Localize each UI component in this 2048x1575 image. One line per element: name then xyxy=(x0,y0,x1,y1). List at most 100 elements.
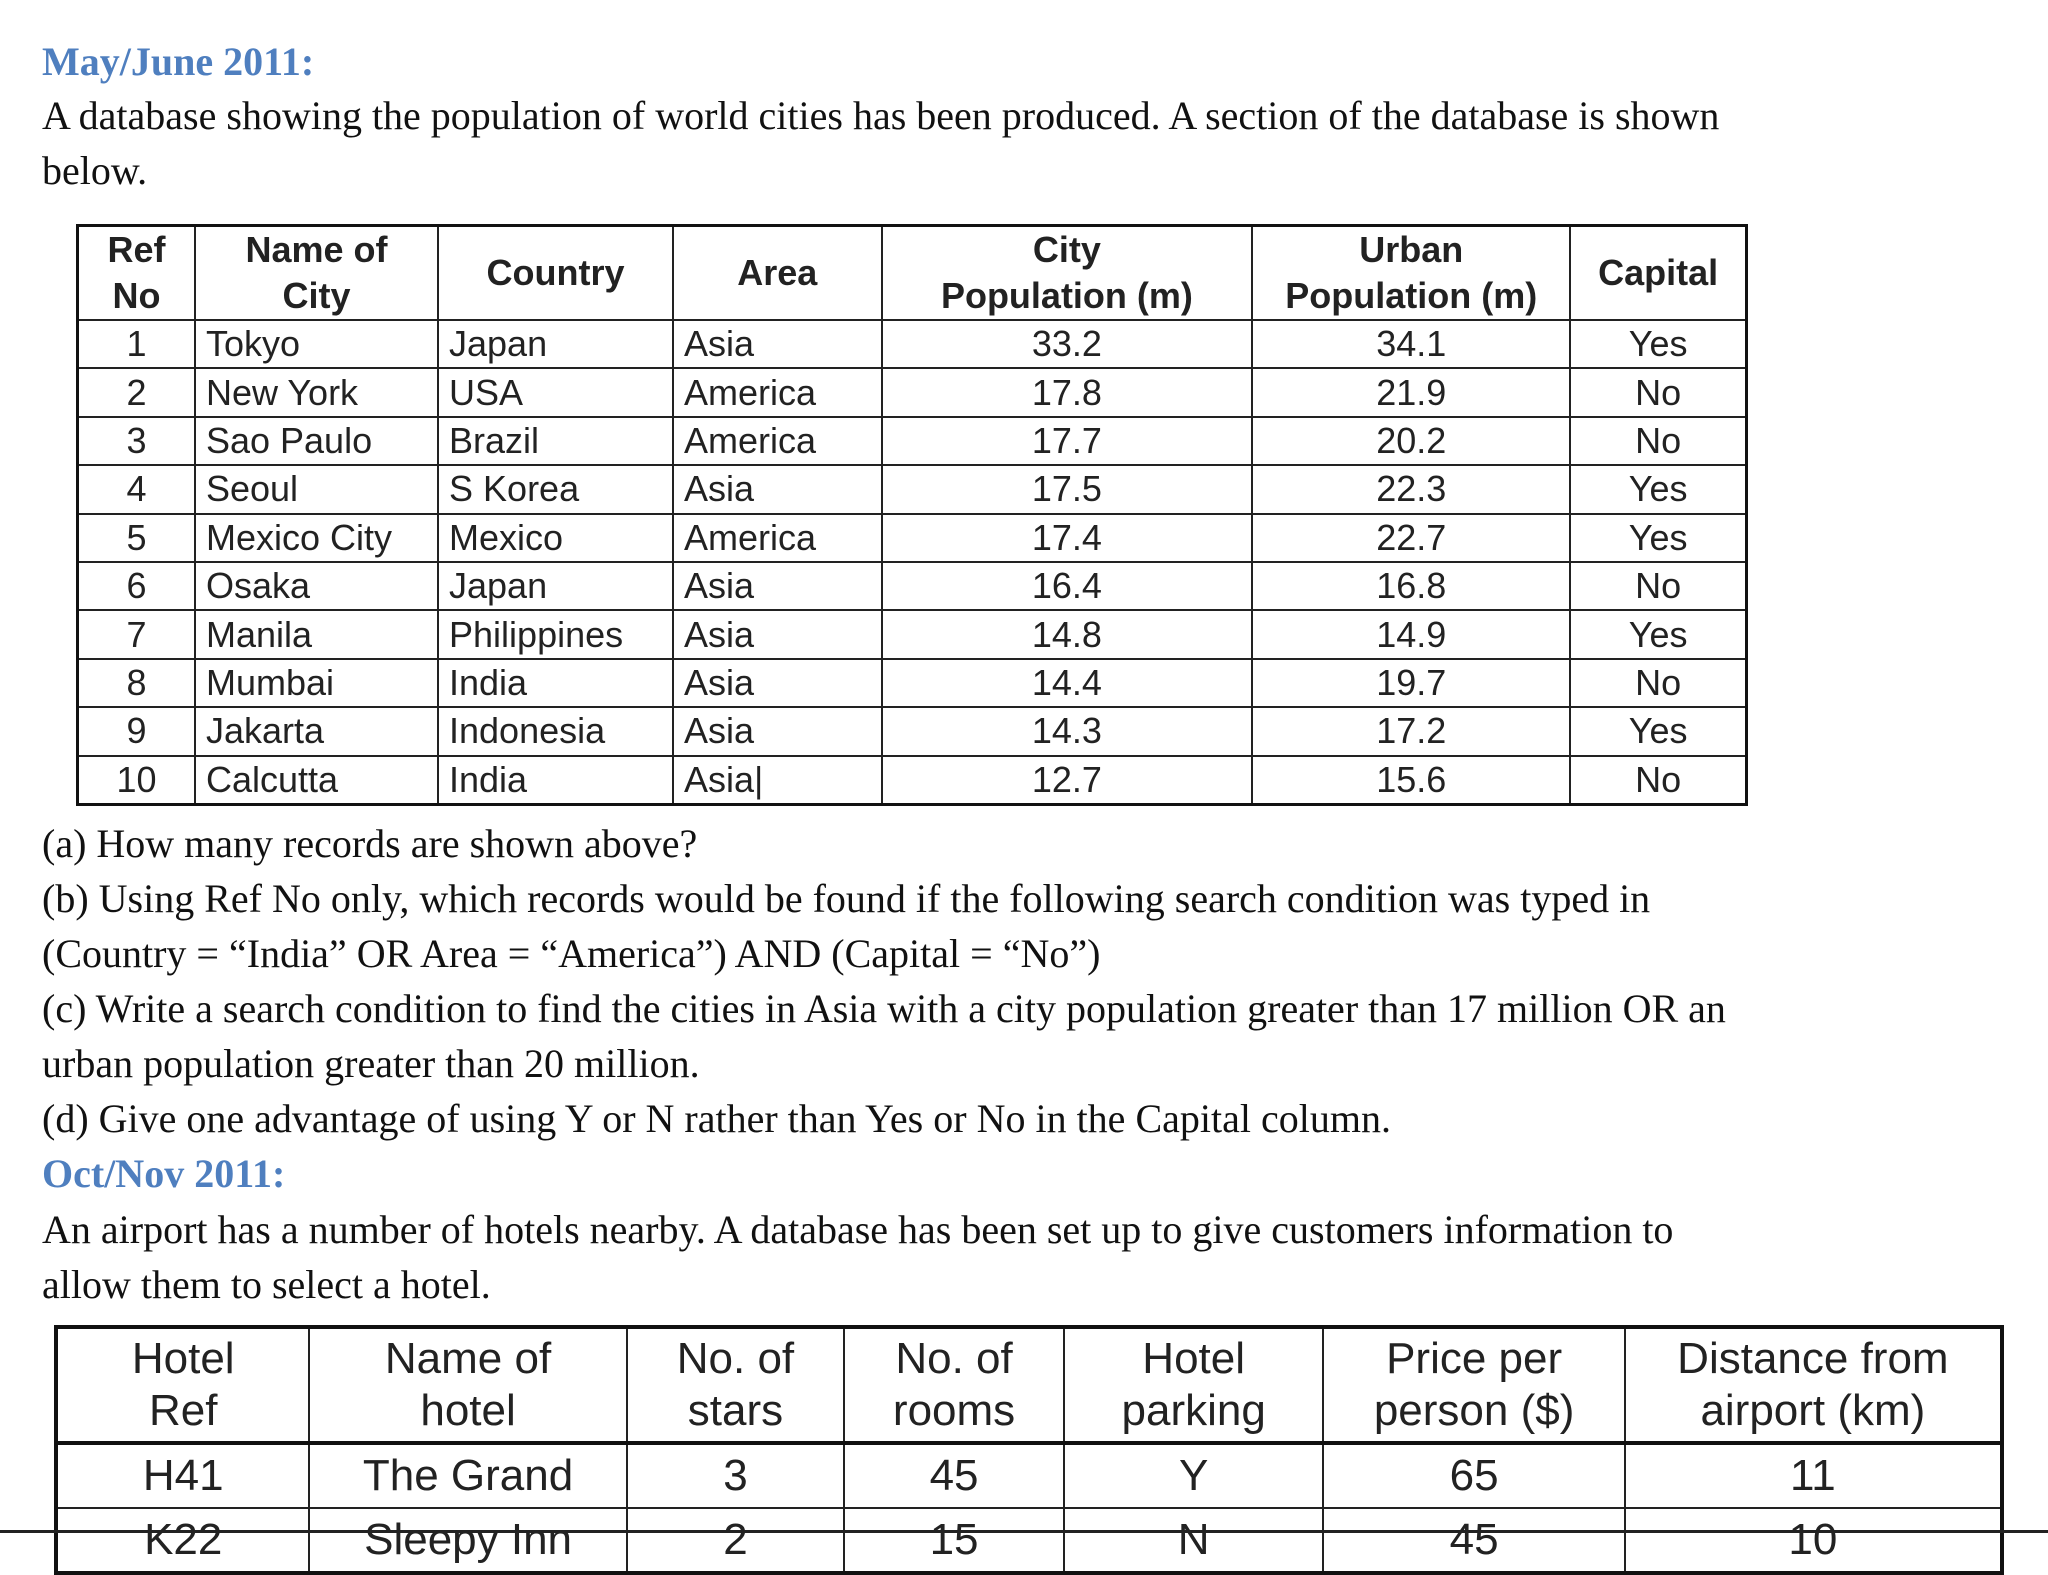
cell-ref: 6 xyxy=(76,560,196,612)
cell-ref: 9 xyxy=(76,706,196,757)
cell-area: America xyxy=(671,512,883,563)
cell-area: Asia xyxy=(671,560,883,612)
cell-stars: 2 xyxy=(625,1507,846,1574)
cell-urban-pop: 21.9 xyxy=(1251,367,1572,418)
cell-capital: Yes xyxy=(1569,512,1748,563)
cell-city: Seoul xyxy=(193,464,440,515)
cell-ref: 1 xyxy=(76,318,196,370)
question-d: (d) Give one advantage of using Y or N r… xyxy=(42,1096,1391,1141)
cell-hotel-ref: K22 xyxy=(54,1507,311,1574)
cell-ref: 10 xyxy=(76,754,196,806)
header-urban-population: Urban Population (m) xyxy=(1251,224,1572,321)
header-hotel-parking: Hotel parking xyxy=(1062,1326,1325,1445)
cell-area: Asia xyxy=(671,318,883,370)
cell-country: India xyxy=(437,754,674,806)
cell-capital: No xyxy=(1569,560,1748,612)
cell-country: India xyxy=(437,657,674,709)
cell-urban-pop: 20.2 xyxy=(1251,415,1572,467)
cell-area: America xyxy=(671,367,883,418)
cell-ref: 3 xyxy=(76,415,196,467)
cell-city: Jakarta xyxy=(193,706,440,757)
question-c-continued: urban population greater than 20 million… xyxy=(42,1041,700,1086)
cell-price: 65 xyxy=(1322,1442,1626,1509)
cell-parking: Y xyxy=(1062,1442,1325,1509)
cell-city: Manila xyxy=(193,609,440,660)
cell-area: Asia xyxy=(671,609,883,660)
question-c: (c) Write a search condition to find the… xyxy=(42,986,1726,1031)
cell-capital: No xyxy=(1569,754,1748,806)
cell-city-pop: 14.4 xyxy=(880,657,1254,709)
cell-city-pop: 33.2 xyxy=(880,318,1254,370)
cell-area: Asia| xyxy=(671,754,883,806)
table-row: K22 Sleepy Inn 2 15 N 45 10 xyxy=(54,1507,2004,1574)
table-row: 4 Seoul S Korea Asia 17.5 22.3 Yes xyxy=(76,464,1748,515)
cell-urban-pop: 19.7 xyxy=(1251,657,1572,709)
cell-city: Mexico City xyxy=(193,512,440,563)
header-capital: Capital xyxy=(1569,224,1748,321)
section1-intro-line2: below. xyxy=(42,148,148,193)
cell-country: Indonesia xyxy=(437,706,674,757)
cell-city: Osaka xyxy=(193,560,440,612)
cell-urban-pop: 22.3 xyxy=(1251,464,1572,515)
table-row: 9 Jakarta Indonesia Asia 14.3 17.2 Yes xyxy=(76,706,1748,757)
header-country: Country xyxy=(437,224,674,321)
cell-city: Calcutta xyxy=(193,754,440,806)
table-row: 8 Mumbai India Asia 14.4 19.7 No xyxy=(76,657,1748,709)
section2-heading: Oct/Nov 2011: xyxy=(42,1151,286,1196)
cell-price: 45 xyxy=(1322,1507,1626,1574)
section2-intro-line2: allow them to select a hotel. xyxy=(42,1262,491,1307)
hotels-table-header-row: Hotel Ref Name of hotel No. of stars No. of… xyxy=(54,1326,2004,1445)
cell-country: Philippines xyxy=(437,609,674,660)
cell-city-pop: 17.8 xyxy=(880,367,1254,418)
cell-city: Mumbai xyxy=(193,657,440,709)
cell-parking: N xyxy=(1062,1507,1325,1574)
header-no-of-rooms: No. of rooms xyxy=(843,1326,1065,1445)
header-distance-from-airport: Distance from airport (km) xyxy=(1623,1326,2004,1445)
table-row: 10 Calcutta India Asia| 12.7 15.6 No xyxy=(76,754,1748,806)
cell-urban-pop: 16.8 xyxy=(1251,560,1572,612)
cell-ref: 7 xyxy=(76,609,196,660)
table-row: 5 Mexico City Mexico America 17.4 22.7 Y… xyxy=(76,512,1748,563)
cell-urban-pop: 14.9 xyxy=(1251,609,1572,660)
cell-hotel-name: Sleepy Inn xyxy=(308,1507,628,1574)
cell-rooms: 15 xyxy=(843,1507,1065,1574)
cell-ref: 4 xyxy=(76,464,196,515)
question-a: (a) How many records are shown above? xyxy=(42,821,698,866)
cell-area: Asia xyxy=(671,657,883,709)
cell-country: Mexico xyxy=(437,512,674,563)
cell-city-pop: 17.7 xyxy=(880,415,1254,467)
cities-table: Ref No Name of City Country Area City Popul… xyxy=(76,224,1748,806)
cell-country: Japan xyxy=(437,560,674,612)
cell-ref: 2 xyxy=(76,367,196,418)
cell-hotel-ref: H41 xyxy=(54,1442,311,1509)
cell-city-pop: 16.4 xyxy=(880,560,1254,612)
header-city-population: City Population (m) xyxy=(880,224,1254,321)
cell-rooms: 45 xyxy=(843,1442,1065,1509)
cities-table-header-row: Ref No Name of City Country Area City Popul… xyxy=(76,224,1748,321)
section2-intro-line1: An airport has a number of hotels nearby… xyxy=(42,1207,1674,1252)
header-name-of-hotel: Name of hotel xyxy=(308,1326,628,1445)
question-b: (b) Using Ref No only, which records wou… xyxy=(42,876,1651,921)
questions-block: (a) How many records are shown above? (b… xyxy=(42,816,2032,1312)
cell-capital: Yes xyxy=(1569,609,1748,660)
cell-city-pop: 17.5 xyxy=(880,464,1254,515)
cell-ref: 5 xyxy=(76,512,196,563)
cell-ref: 8 xyxy=(76,657,196,709)
header-price-per-person: Price per person ($) xyxy=(1322,1326,1626,1445)
table-row: 1 Tokyo Japan Asia 33.2 34.1 Yes xyxy=(76,318,1748,370)
cell-hotel-name: The Grand xyxy=(308,1442,628,1509)
section1-heading: May/June 2011: xyxy=(42,39,315,84)
header-name-of-city: Name of City xyxy=(193,224,440,321)
cell-area: America xyxy=(671,415,883,467)
document-body: May/June 2011: A database showing the po… xyxy=(42,36,2032,198)
cell-country: Japan xyxy=(437,318,674,370)
cell-area: Asia xyxy=(671,464,883,515)
cell-distance: 10 xyxy=(1623,1507,2004,1574)
header-area: Area xyxy=(671,224,883,321)
cell-city: Sao Paulo xyxy=(193,415,440,467)
cell-urban-pop: 22.7 xyxy=(1251,512,1572,563)
table-row: 3 Sao Paulo Brazil America 17.7 20.2 No xyxy=(76,415,1748,467)
cell-urban-pop: 17.2 xyxy=(1251,706,1572,757)
cell-capital: Yes xyxy=(1569,706,1748,757)
table-row: H41 The Grand 3 45 Y 65 11 xyxy=(54,1442,2004,1509)
